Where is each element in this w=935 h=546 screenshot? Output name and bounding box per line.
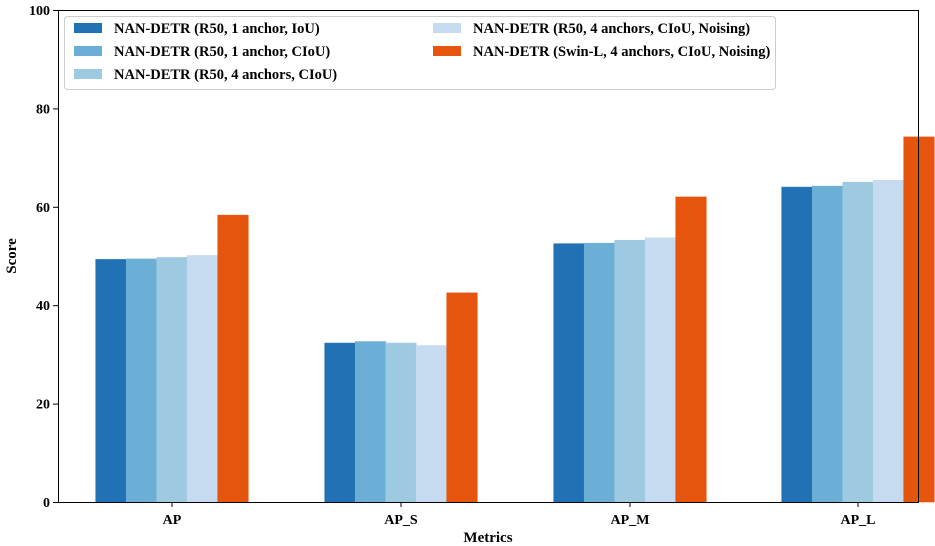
legend: NAN-DETR (R50, 1 anchor, IoU) NAN-DETR (R… [64, 16, 776, 90]
x-axis-label: Metrics [463, 530, 512, 546]
bar-AP-series-3 [156, 257, 188, 503]
bar-AP-series-5 [217, 214, 249, 503]
bar-AP_M-series-5 [675, 196, 707, 503]
y-tick-label: 0 [43, 496, 50, 511]
y-tick-label: 100 [29, 4, 50, 19]
y-tick-label: 20 [36, 398, 50, 413]
bars [95, 136, 935, 503]
bar-AP_L-series-2 [811, 185, 844, 503]
legend-label: NAN-DETR (Swin-L, 4 anchors, CIoU, Noisi… [473, 44, 770, 60]
legend-label: NAN-DETR (R50, 4 anchors, CIoU, Noising) [473, 21, 750, 37]
bar-AP-series-4 [186, 255, 219, 503]
bar-AP_L-series-3 [842, 181, 874, 503]
y-axis: 0 20 40 60 80 100 [29, 4, 58, 511]
x-tick-label: AP_S [384, 513, 418, 528]
y-axis-label: Score [4, 238, 20, 274]
bar-AP_M-series-1 [553, 243, 585, 503]
legend-entry: NAN-DETR (Swin-L, 4 anchors, CIoU, Noisi… [433, 44, 770, 60]
bar-AP_S-series-5 [446, 292, 478, 503]
bar-AP_S-series-3 [385, 342, 417, 503]
legend-swatch [433, 23, 461, 33]
legend-label: NAN-DETR (R50, 1 anchor, CIoU) [114, 44, 330, 60]
bar-AP_S-series-2 [354, 341, 387, 503]
x-axis: AP AP_S AP_M AP_L [163, 502, 876, 528]
bar-AP-series-2 [125, 258, 158, 503]
bar-AP_L-series-4 [872, 179, 905, 503]
bar-AP_M-series-4 [644, 237, 677, 503]
bar-AP_M-series-3 [614, 239, 646, 503]
legend-box [64, 16, 776, 90]
y-tick-label: 80 [36, 102, 50, 117]
bar-AP_S-series-1 [324, 342, 356, 503]
legend-swatch [433, 46, 461, 56]
bar-AP_L-series-1 [781, 186, 813, 503]
y-tick-label: 60 [36, 201, 50, 216]
bar-AP_S-series-4 [415, 345, 448, 503]
legend-swatch [74, 23, 102, 33]
x-tick-label: AP [163, 513, 182, 528]
legend-entry: NAN-DETR (R50, 4 anchors, CIoU, Noising) [433, 21, 750, 37]
x-tick-label: AP_M [611, 513, 650, 528]
y-tick-label: 40 [36, 299, 50, 314]
legend-entry: NAN-DETR (R50, 1 anchor, IoU) [74, 21, 320, 37]
bar-AP-series-1 [95, 259, 127, 503]
legend-swatch [74, 46, 102, 56]
legend-swatch [74, 69, 102, 79]
legend-label: NAN-DETR (R50, 4 anchors, CIoU) [114, 67, 337, 83]
legend-entry: NAN-DETR (R50, 1 anchor, CIoU) [74, 44, 330, 60]
x-tick-label: AP_L [841, 513, 876, 528]
plot-frame [58, 10, 919, 503]
legend-label: NAN-DETR (R50, 1 anchor, IoU) [114, 21, 320, 37]
legend-entry: NAN-DETR (R50, 4 anchors, CIoU) [74, 67, 337, 83]
bar-AP_M-series-2 [583, 242, 616, 503]
